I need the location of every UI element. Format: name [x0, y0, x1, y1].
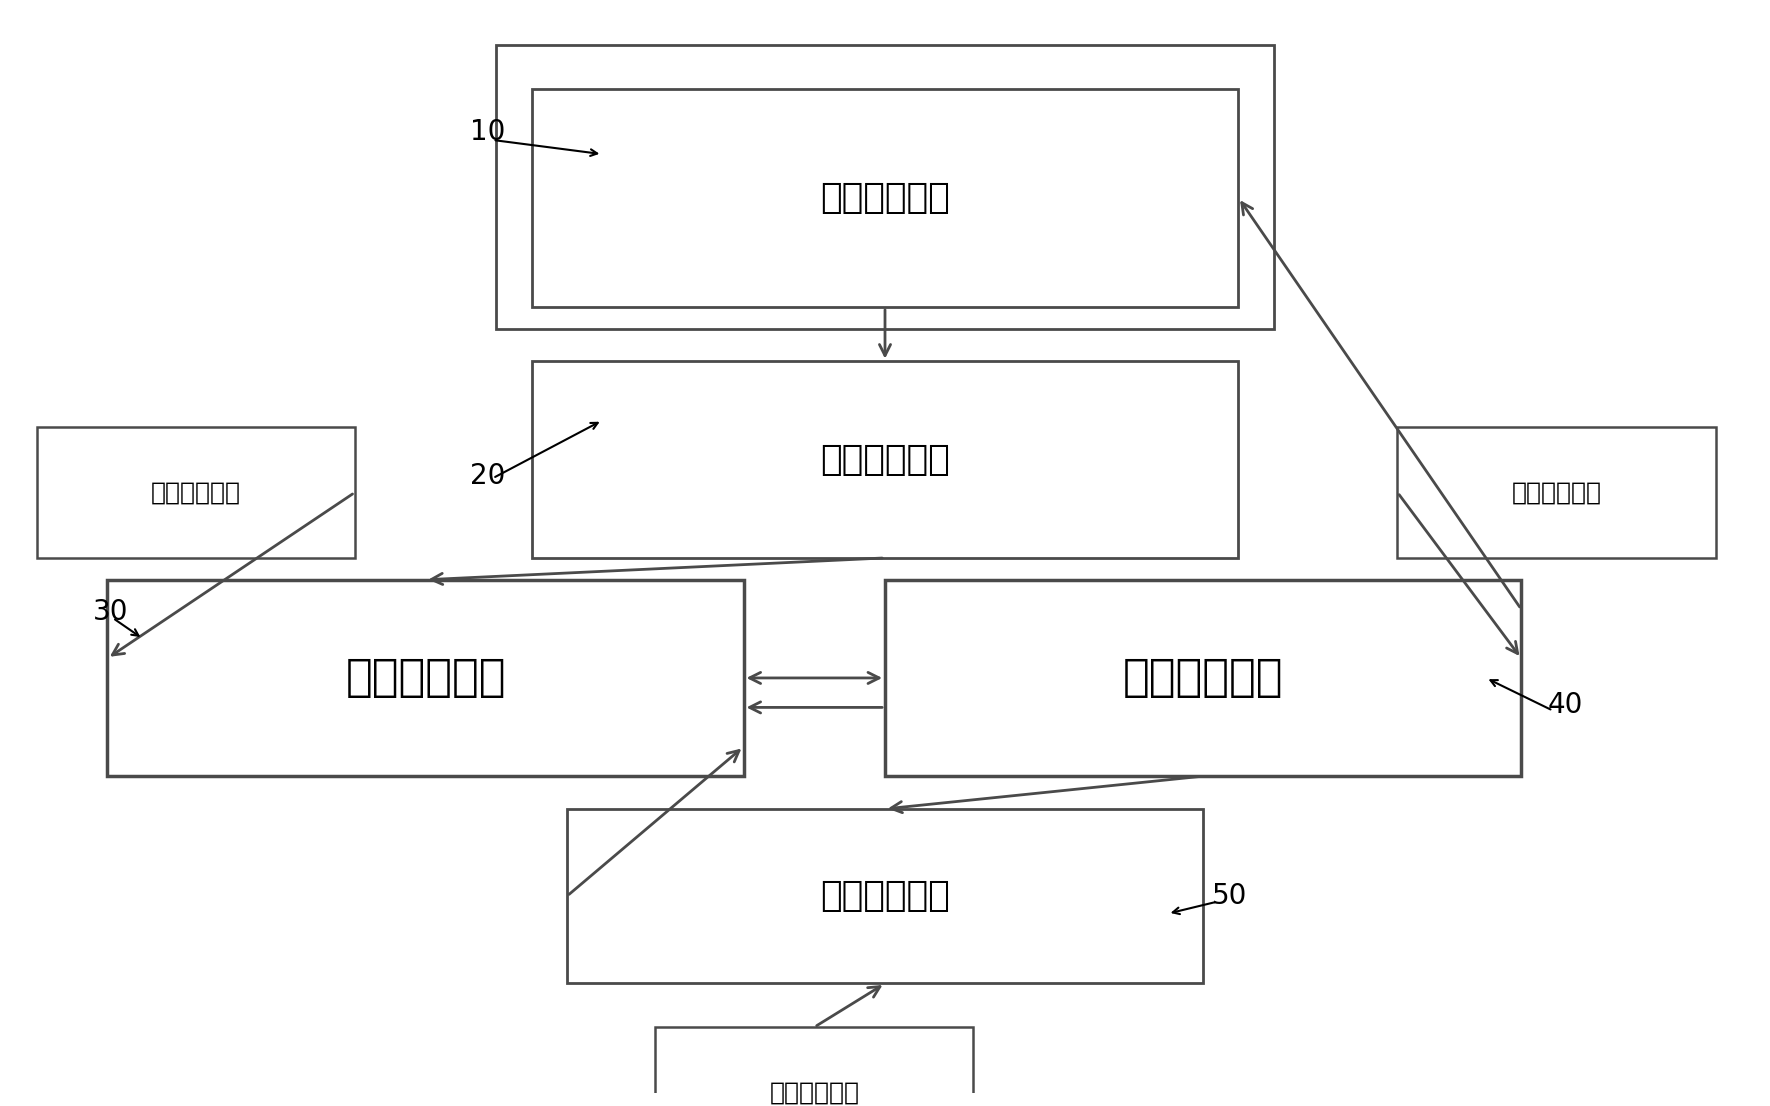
Text: 图像获取单元: 图像获取单元 — [820, 180, 950, 215]
Text: 碰撞分析单元: 碰撞分析单元 — [820, 879, 950, 914]
Text: 50: 50 — [1212, 883, 1248, 910]
Text: 飞行预测单元: 飞行预测单元 — [345, 657, 506, 699]
FancyBboxPatch shape — [885, 580, 1520, 776]
FancyBboxPatch shape — [531, 88, 1239, 307]
Text: 特征分析单元: 特征分析单元 — [820, 442, 950, 477]
FancyBboxPatch shape — [496, 45, 1274, 328]
Text: 碰撞分析模块: 碰撞分析模块 — [770, 1081, 858, 1105]
FancyBboxPatch shape — [37, 427, 354, 557]
FancyBboxPatch shape — [1398, 427, 1715, 557]
FancyBboxPatch shape — [531, 362, 1239, 557]
Text: 模型建立模块: 模型建立模块 — [150, 480, 241, 504]
Text: 40: 40 — [1547, 691, 1582, 719]
FancyBboxPatch shape — [566, 808, 1204, 983]
FancyBboxPatch shape — [108, 580, 743, 776]
Text: 10: 10 — [469, 118, 504, 146]
Text: 30: 30 — [94, 598, 129, 626]
FancyBboxPatch shape — [655, 1027, 974, 1106]
Text: 20: 20 — [469, 462, 504, 490]
Text: 姿态校正单元: 姿态校正单元 — [1122, 657, 1283, 699]
Text: 图像比对模块: 图像比对模块 — [1512, 480, 1602, 504]
